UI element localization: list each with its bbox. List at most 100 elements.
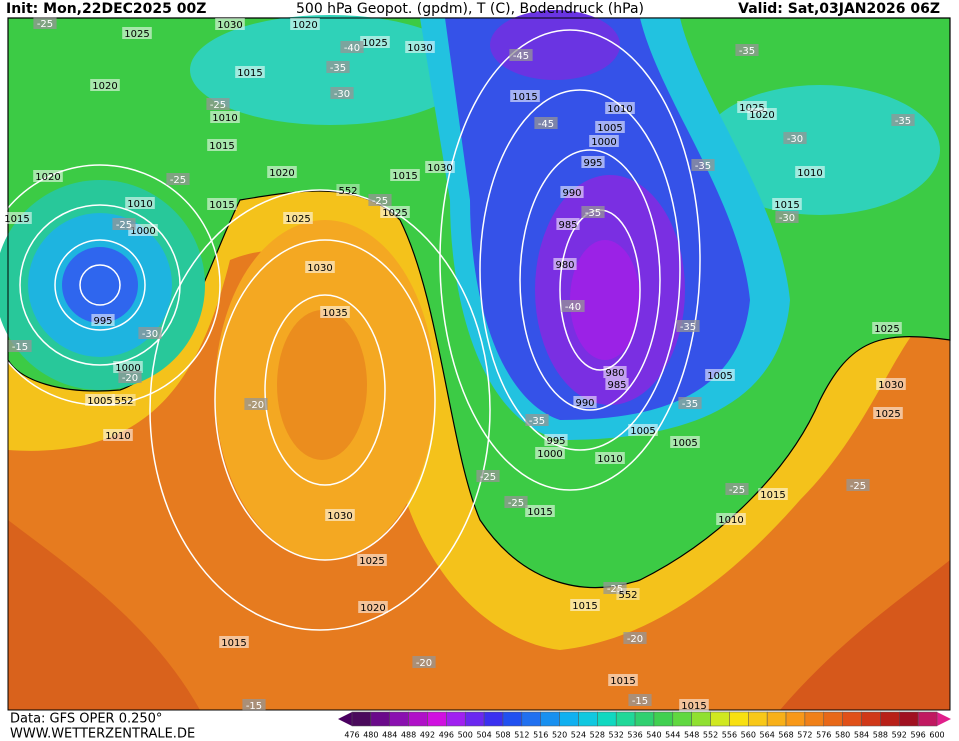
isobar-label: 1025 [362, 38, 387, 49]
height-label-box [112, 394, 136, 406]
isobar-label: 990 [575, 398, 594, 409]
isobar-label: 980 [605, 368, 624, 379]
temperature-label-box [166, 173, 190, 185]
temperature-label: -25 [372, 196, 388, 207]
temperature-label-box [623, 632, 647, 644]
colorbar-tick-label: 568 [778, 731, 793, 740]
temperature-label: -15 [246, 701, 262, 712]
isobar-label: 1025 [124, 29, 149, 40]
temperature-label: -25 [729, 485, 745, 496]
colorbar-tick-label: 496 [439, 731, 454, 740]
isobar-label-box [873, 407, 903, 419]
colorbar-swatch [861, 711, 881, 727]
temperature-label: -35 [585, 208, 601, 219]
isobar-label: 1000 [115, 363, 140, 374]
isobar-label-box [605, 378, 629, 390]
isobar-label: 1030 [407, 43, 432, 54]
isobar [264, 294, 386, 486]
map-field [0, 10, 951, 710]
isobar-label-box [716, 513, 746, 525]
colorbar-tick-label: 544 [665, 731, 680, 740]
colorbar-swatch [691, 711, 711, 727]
colorbar-swatch [766, 711, 787, 727]
isobar-label-box [283, 212, 313, 224]
isobar-lines [0, 29, 701, 631]
data-source: Data: GFS OPER 0.250° [10, 712, 162, 727]
isobar-label: 995 [583, 158, 602, 169]
isobar-label-box [589, 135, 619, 147]
temperature-label: -35 [529, 416, 545, 427]
isobar-label: 1015 [4, 214, 29, 225]
temperature-label-box [330, 87, 354, 99]
isobar-label-box [595, 121, 625, 133]
isobar-label: 1010 [607, 104, 632, 115]
isobar-label-box [390, 169, 420, 181]
colorbar-tick-label: 596 [910, 731, 925, 740]
colorbar-swatch [578, 711, 598, 727]
colorbar-tick-label: 520 [552, 731, 567, 740]
temperature-label-box [206, 98, 230, 110]
temperature-label: -25 [37, 19, 53, 30]
isobar-label: 1010 [718, 515, 743, 526]
temperature-label: -20 [416, 658, 432, 669]
site-name: WWW.WETTERZENTRALE.DE [10, 727, 195, 741]
isobar-label-box [320, 306, 350, 318]
isobar-label: 1025 [285, 214, 310, 225]
isobar-label-box [357, 554, 387, 566]
isobar-label: 1010 [127, 199, 152, 210]
height-label: 552 [618, 590, 637, 601]
isobar-label-box [628, 424, 658, 436]
isobar-label-box [772, 198, 802, 210]
init-label: Init: Mon,22DEC2025 00Z [6, 1, 206, 17]
isobar-label: 1035 [322, 308, 347, 319]
temperature-label-box [525, 414, 549, 426]
isobar-label: 1025 [359, 556, 384, 567]
isobar-label-box [207, 198, 237, 210]
colorbar-tick-label: 528 [590, 731, 605, 740]
colorbar-swatch [804, 711, 825, 727]
isobar-label-box [305, 261, 335, 273]
isobar-label-box [705, 369, 735, 381]
colorbar-tick-label: 588 [873, 731, 888, 740]
height-label: 552 [338, 186, 357, 197]
isobar-label-box [510, 90, 540, 102]
isobar-label-box [405, 41, 435, 53]
temperature-label-box [340, 41, 364, 53]
temperature-label: -35 [330, 63, 346, 74]
temperature-label-box [678, 397, 702, 409]
colorbar-tick-label: 600 [929, 731, 944, 740]
isobar-label-box [380, 206, 410, 218]
isobar-label: 1020 [92, 81, 117, 92]
map-title: 500 hPa Geopot. (gpdm), T (C), Bodendruc… [296, 1, 644, 17]
colorbar-swatch [408, 711, 428, 727]
field-dark-orange [8, 520, 200, 710]
valid-label: Valid: Sat,03JAN2026 06Z [738, 1, 940, 17]
colorbar-tick-label: 536 [627, 731, 642, 740]
colorbar-swatch [389, 711, 409, 727]
isobar-label: 1030 [327, 511, 352, 522]
colorbar-swatch [710, 711, 730, 727]
colorbar-swatch [502, 711, 523, 727]
temperature-label-box [242, 699, 266, 711]
isobar-label: 1015 [610, 676, 635, 687]
isobar-label-box [876, 378, 906, 390]
isobar-label: 1015 [760, 490, 785, 501]
colorbar-swatch [615, 711, 636, 727]
isobar [149, 189, 491, 631]
temperature-label-box [476, 470, 500, 482]
temperature-label-box [581, 206, 605, 218]
isobar-label-box [872, 322, 902, 334]
colorbar-swatch [785, 711, 806, 727]
temperature-label: -20 [122, 373, 138, 384]
temperature-label-box [603, 582, 627, 594]
colorbar-tick-label: 488 [401, 731, 416, 740]
colorbar-swatch [540, 711, 560, 727]
colorbar-swatch [597, 711, 617, 727]
isobar-label: 1005 [87, 396, 112, 407]
colorbar-tick-label: 484 [382, 731, 397, 740]
colorbar-tick-label: 512 [514, 731, 529, 740]
colorbar-arrow [338, 712, 352, 726]
colorbar-swatch [880, 711, 900, 727]
temperature-label: -25 [508, 498, 524, 509]
isobar-label-box [122, 27, 152, 39]
